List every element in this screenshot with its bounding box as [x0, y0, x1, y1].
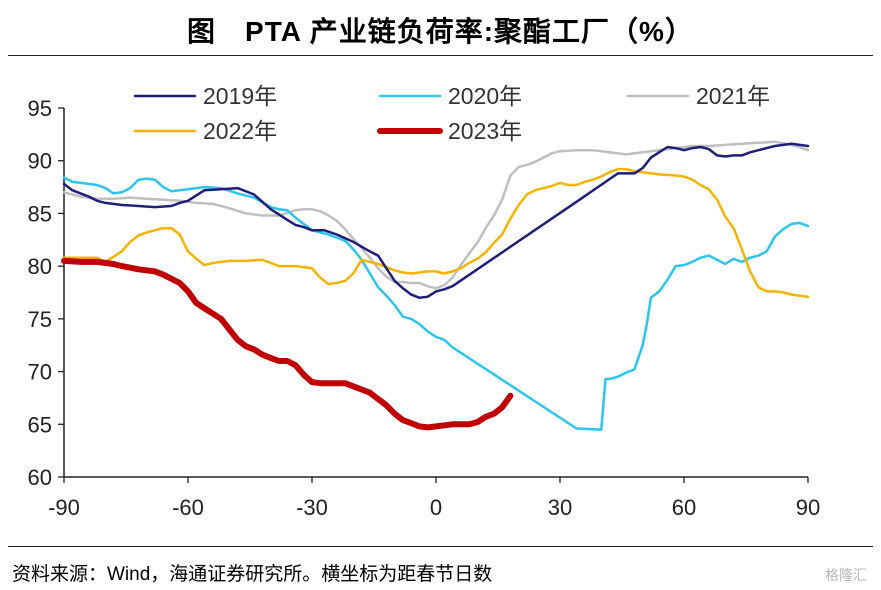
line-chart: 2019年 2020年 2021年 2022年 2023年 60 65 70 75 80 85 90…: [28, 83, 821, 520]
y-tick-label: 90: [28, 149, 52, 174]
x-tick-label: -60: [172, 495, 204, 520]
y-tick-label: 95: [28, 96, 52, 121]
x-tick-label: 0: [430, 495, 442, 520]
x-tick-label: 30: [548, 495, 572, 520]
series-line-2022: [62, 167, 810, 298]
watermark: 格隆汇: [825, 567, 867, 583]
x-tick-label: 90: [796, 495, 820, 520]
x-tick-label: 60: [672, 495, 696, 520]
source-note: 资料来源：Wind，海通证券研究所。横坐标为距春节日数: [12, 564, 493, 585]
x-tick-label: -30: [296, 495, 328, 520]
legend-label: 2020年: [448, 83, 522, 109]
chart-series: [61, 140, 810, 431]
title-divider: [8, 55, 873, 56]
x-tick-label: -90: [48, 495, 80, 520]
y-tick-label: 70: [28, 360, 52, 385]
legend-label: 2019年: [203, 83, 277, 109]
legend-label: 2022年: [203, 118, 277, 144]
series-line-2023: [61, 257, 514, 431]
y-tick-label: 60: [28, 465, 52, 490]
y-tick-label: 80: [28, 254, 52, 279]
legend-label: 2023年: [448, 118, 522, 144]
y-tick-label: 75: [28, 307, 52, 332]
series-line-2019: [62, 142, 810, 300]
chart-axes: 60 65 70 75 80 85 90 95 -90 -60 -30 0 30 60 90: [28, 96, 821, 520]
legend-label: 2021年: [696, 83, 770, 109]
y-tick-label: 65: [28, 412, 52, 437]
series-line-2021: [62, 140, 810, 290]
footer-divider: [8, 546, 873, 547]
y-tick-label: 85: [28, 201, 52, 226]
series-line-2020: [62, 176, 810, 431]
chart-legend: 2019年 2020年 2021年 2022年 2023年: [133, 83, 770, 144]
chart-title: 图 PTA 产业链负荷率:聚酯工厂（%）: [187, 16, 694, 47]
